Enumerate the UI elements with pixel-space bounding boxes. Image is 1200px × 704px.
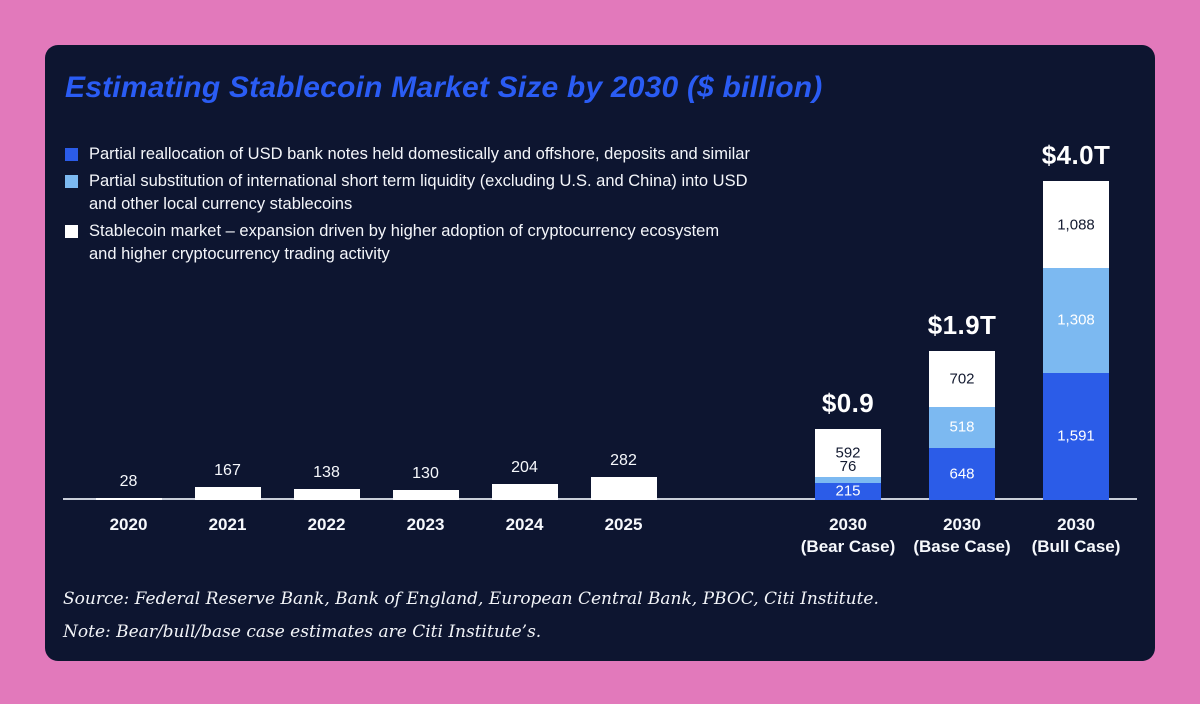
bar-stack [590,477,657,500]
bar-stack [95,497,162,500]
legend-label: Partial substitution of international sh… [89,172,748,213]
bar-value-label: 28 [119,472,138,490]
bar-segment: 1,308 [1043,268,1109,373]
bar-segment: 1,591 [1043,372,1109,500]
segment-value-label: 1,308 [1057,311,1095,329]
source-note: Source: Federal Reserve Bank, Bank of En… [63,589,879,609]
bar-value-label: 167 [214,461,241,479]
legend-item: Partial substitution of international sh… [65,170,1137,216]
bar-stack: 702 518 648 [929,350,995,500]
legend-swatch-light-blue-icon [65,175,78,188]
bar-stack [491,483,558,500]
bar-value-label: 130 [412,464,439,482]
bar-segment [392,489,459,500]
x-axis-label: 2023 [406,515,445,534]
bar-segment [590,477,657,500]
bar-segment: 518 [929,406,995,449]
bar-value-label: 138 [313,463,340,481]
x-axis-label: 2024 [505,515,544,534]
bar-stack: 592 76 215 [815,429,881,500]
bar-group: 204 2024 [475,459,574,558]
x-axis-label: 2030 (Base Case) [913,515,1011,556]
total-label: $0.9 [821,388,875,419]
x-axis-label: 2022 [307,515,346,534]
bar-chart: 28 2020 167 2021 138 2022 130 2023 204 2024 282 202… [63,140,1137,558]
bar-group: 282 2025 [574,452,673,558]
chart-card: Estimating Stablecoin Market Size by 203… [45,45,1155,661]
bar-group: $4.0T 1,088 1,308 1,591 2030 (Bull Case) [1019,140,1133,558]
x-axis-label: 2030 (Bear Case) [800,515,896,556]
bar-segment [95,497,162,500]
x-axis-label: 2020 [109,515,148,534]
bar-value-label: 204 [511,458,538,476]
bar-segment: 592 [815,429,881,477]
total-label: $1.9T [927,309,997,340]
total-label: $4.0T [1041,140,1111,171]
legend-swatch-dark-blue-icon [65,148,78,161]
bar-segment: 1,088 [1043,181,1109,269]
bar-stack [293,488,360,500]
bar-value-label: 282 [610,452,637,470]
legend: Partial reallocation of USD bank notes h… [65,143,1137,266]
bar-group: $1.9T 702 518 648 2030 (Base Case) [905,310,1019,558]
bar-segment: 76 [815,459,881,483]
legend-item: Partial reallocation of USD bank notes h… [65,143,1137,166]
chart-groups: 28 2020 167 2021 138 2022 130 2023 204 2024 282 202… [63,140,1137,558]
bar-segment: 648 [929,448,995,500]
legend-label: Partial reallocation of USD bank notes h… [89,145,750,163]
bar-group: 167 2021 [178,462,277,558]
segment-value-label: 518 [949,418,975,436]
x-axis-label: 2021 [208,515,247,534]
segment-value-label: 1,088 [1057,216,1095,234]
x-axis-label: 2025 [604,515,643,534]
segment-value-label: 592 [835,444,861,462]
bar-segment: 702 [929,350,995,407]
segment-value-label: 648 [949,465,975,483]
chart-title: Estimating Stablecoin Market Size by 203… [65,71,823,104]
bar-group: 138 2022 [277,464,376,558]
bar-group: 130 2023 [376,465,475,558]
bar-segment [293,488,360,500]
segment-value-label: 702 [949,370,975,388]
legend-label: Stablecoin market – expansion driven by … [89,222,720,263]
bar-segment: 215 [815,482,881,500]
chart-footer: Source: Federal Reserve Bank, Bank of En… [63,588,879,643]
segment-value-label: 215 [835,482,861,500]
bar-group: $0.9 592 76 215 2030 (Bear Case) [791,388,905,558]
bar-stack: 1,088 1,308 1,591 [1043,181,1109,500]
bar-stack [392,489,459,500]
segment-value-label: 76 [839,457,857,475]
x-axis-label: 2030 (Bull Case) [1031,515,1121,556]
bar-segment [194,486,261,500]
bar-segment [491,483,558,500]
estimate-note: Note: Bear/bull/base case estimates are … [63,622,542,642]
bar-group: 28 2020 [79,473,178,558]
legend-item: Stablecoin market – expansion driven by … [65,220,1137,266]
legend-swatch-white-icon [65,225,78,238]
bar-stack [194,486,261,500]
segment-value-label: 1,591 [1057,427,1095,445]
